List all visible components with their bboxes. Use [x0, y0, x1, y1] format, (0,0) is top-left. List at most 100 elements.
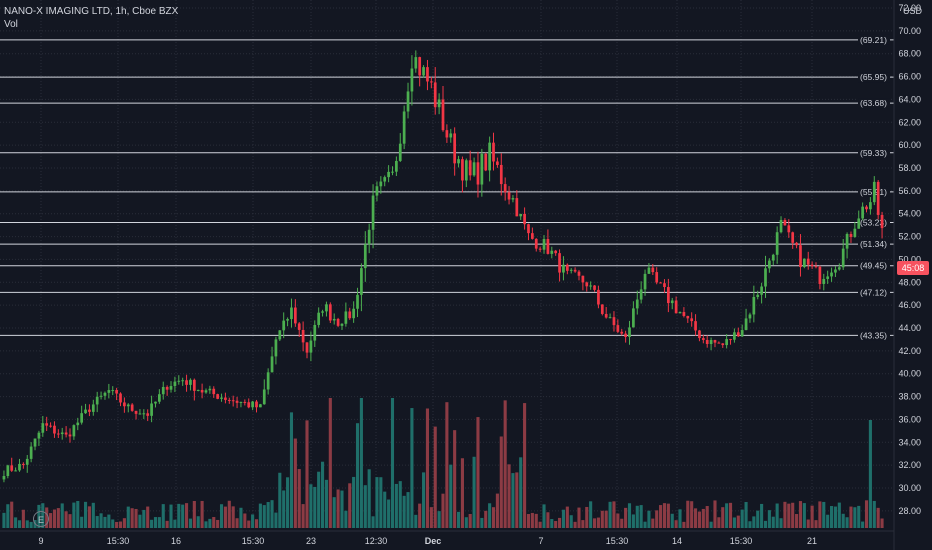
candle-body [138, 413, 142, 415]
volume-bar [153, 517, 158, 528]
candle-body [321, 311, 324, 313]
candle-body [216, 394, 220, 399]
candle-body [872, 181, 876, 203]
volume-bar [546, 512, 550, 528]
level-label-bg [858, 287, 890, 298]
candle-body [10, 465, 14, 471]
volume-bar [344, 510, 348, 528]
level-label-bg [858, 330, 890, 341]
volume-bar [845, 517, 849, 528]
volume-bar [861, 521, 865, 528]
volume-bar [752, 516, 756, 528]
price-tick-label: 34.00 [898, 437, 921, 447]
level-label: (59.33) [860, 148, 887, 158]
level-label-bg [858, 34, 890, 45]
volume-bar [849, 506, 853, 528]
candle-body [14, 470, 17, 472]
chart-grid [0, 0, 894, 528]
volume-bar [515, 472, 519, 528]
candle-body [779, 219, 783, 233]
volume-bar [406, 492, 410, 528]
volume-bar [387, 499, 391, 528]
volume-bar [643, 521, 647, 528]
volume-bar [83, 501, 88, 528]
candle-body [278, 330, 282, 340]
volume-bar [872, 500, 876, 528]
candle-body [185, 380, 188, 385]
volume-bar [122, 518, 126, 528]
candle-body [643, 273, 647, 290]
candle-body [111, 390, 115, 392]
volume-bar [771, 516, 775, 528]
candle-body [632, 308, 635, 328]
volume-bar [115, 521, 119, 528]
volume-bar [526, 514, 531, 528]
candle-body [363, 244, 367, 269]
candle-body [764, 268, 767, 287]
candle-body [367, 229, 371, 245]
volume-bar [80, 516, 84, 528]
candle-body [328, 304, 332, 321]
volume-bar [775, 503, 779, 528]
candle-body [103, 392, 107, 396]
candle-body [810, 264, 814, 267]
volume-bar [659, 505, 663, 528]
volume-bar [678, 509, 682, 528]
volume-bar [231, 506, 235, 528]
candle-body [694, 321, 697, 331]
candle-body [18, 463, 21, 471]
volume-bar [367, 469, 371, 528]
volume-bar [748, 521, 752, 528]
candle-body [624, 333, 627, 338]
candle-body [449, 133, 453, 138]
time-tick-label: 16 [171, 536, 181, 546]
time-tick-label: 15:30 [606, 536, 629, 546]
candle-body [666, 287, 670, 304]
candle-body [507, 192, 511, 200]
volume-bar [383, 491, 387, 528]
volume-bar [577, 507, 581, 528]
candle-body [496, 161, 499, 165]
candle-body [130, 404, 134, 411]
volume-bar [686, 500, 690, 528]
volume-bar [196, 516, 200, 528]
volume-bar [169, 504, 173, 528]
volume-bar [352, 476, 356, 528]
volume-bar [662, 503, 667, 528]
volume-bar [394, 483, 398, 528]
volume-bar [767, 510, 771, 528]
candle-body [142, 413, 146, 415]
volume-bar [631, 514, 635, 528]
candle-body [360, 268, 363, 295]
volume-bar [864, 500, 869, 528]
candle-body [45, 423, 49, 426]
volume-bar [519, 457, 523, 528]
price-tick-label: 42.00 [898, 346, 921, 356]
volume-bar [612, 501, 616, 528]
time-tick-label: 15:30 [730, 536, 753, 546]
candle-body [453, 133, 457, 164]
candle-body [534, 238, 538, 249]
level-label-bg [858, 147, 890, 158]
volume-bar [682, 521, 686, 528]
volume-bar [258, 503, 262, 528]
candle-body [472, 162, 476, 176]
candle-body [515, 198, 519, 217]
candle-body [546, 239, 550, 254]
volume-bar [418, 503, 422, 528]
earnings-marker[interactable]: E [33, 511, 49, 527]
candle-body [356, 294, 359, 309]
candle-body [247, 402, 251, 408]
candle-body [161, 386, 165, 395]
candle-body [56, 433, 60, 435]
volume-bar [130, 508, 134, 528]
candle-body [604, 313, 608, 318]
candle-body [682, 312, 686, 316]
volume-bar [293, 438, 297, 528]
volume-bar [398, 481, 402, 528]
candle-body [37, 432, 41, 439]
candle-body [558, 253, 561, 273]
volume-bar [91, 502, 95, 528]
volume-bar [177, 503, 181, 528]
